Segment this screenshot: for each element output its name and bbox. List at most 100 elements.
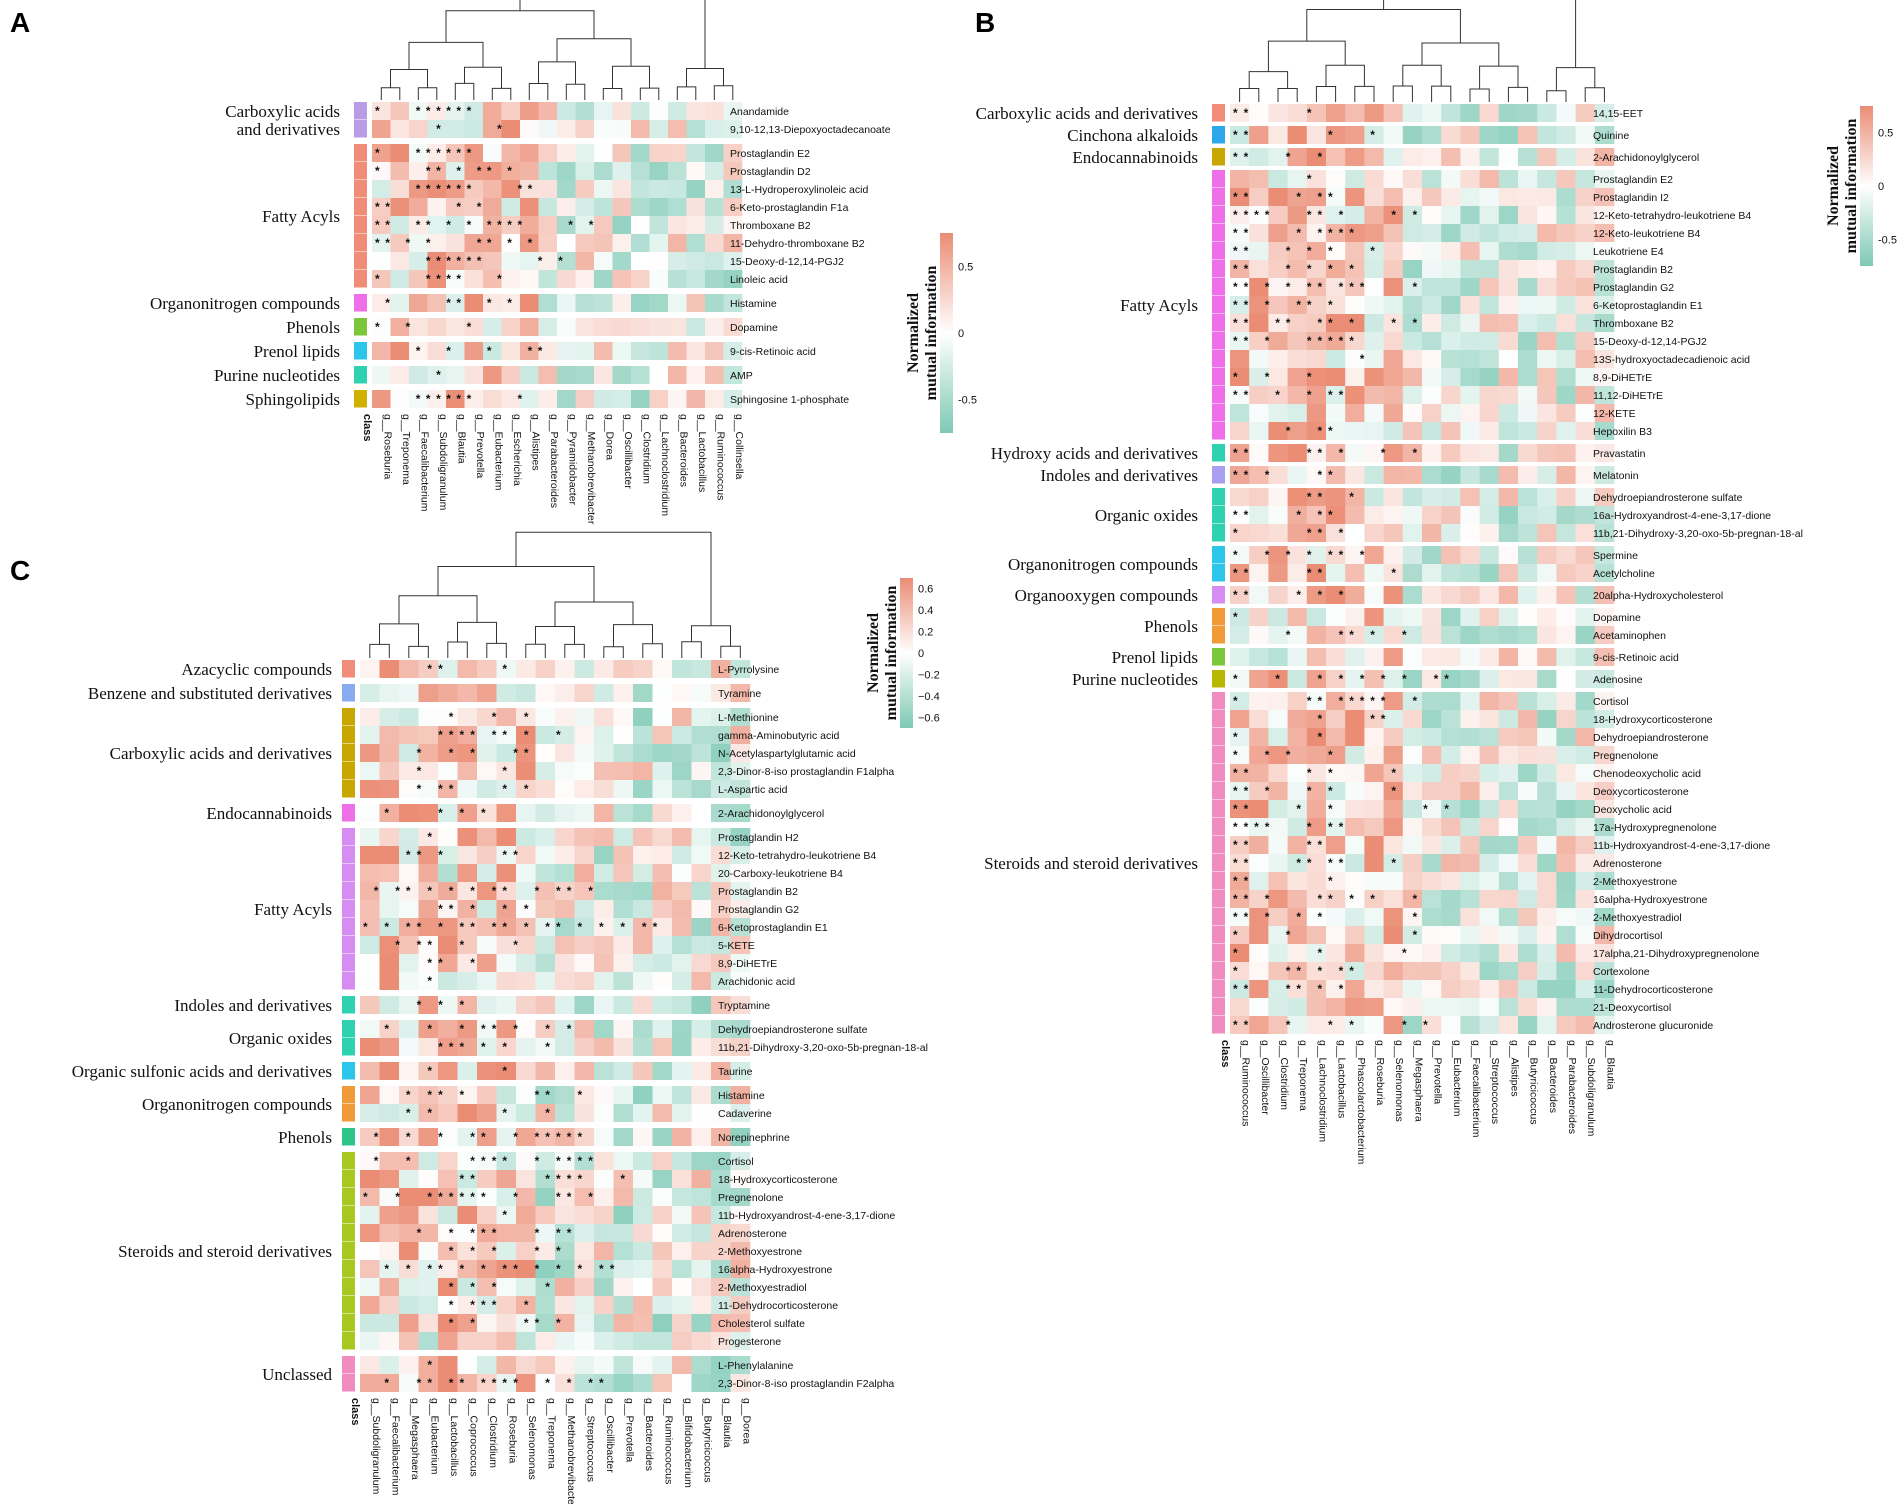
heatmap-cell (496, 1128, 517, 1146)
heatmap-cell (535, 1314, 556, 1332)
heatmap-cell (1268, 782, 1288, 800)
heatmap-cell (633, 1086, 653, 1104)
class-annotation-cell (342, 1170, 355, 1188)
heatmap-cell (1575, 692, 1596, 710)
heatmap-cell (1594, 626, 1615, 644)
heatmap-cell (1460, 890, 1480, 908)
significance-star: * (1339, 334, 1344, 348)
heatmap-cell (538, 144, 558, 162)
heatmap-cell (1402, 170, 1423, 188)
significance-star: * (446, 146, 451, 160)
heatmap-cell (1326, 648, 1346, 666)
heatmap-cell (464, 366, 484, 384)
heatmap-cell (390, 366, 410, 384)
heatmap-cell (575, 270, 595, 288)
heatmap-cell (1441, 188, 1461, 206)
significance-star: * (1307, 208, 1312, 222)
heatmap-cell (652, 1278, 673, 1296)
metabolite-label: Cholesterol sulfate (718, 1318, 805, 1330)
heatmap-cell (686, 294, 706, 312)
significance-star: * (1402, 1018, 1407, 1032)
heatmap-cell (457, 1278, 478, 1296)
heatmap-cell (477, 1296, 497, 1314)
heatmap-cell (711, 996, 731, 1014)
heatmap-cell (672, 1206, 692, 1224)
significance-star: * (1349, 628, 1354, 642)
dendrogram-branch (369, 643, 390, 658)
metabolite-label: Spermine (1593, 550, 1638, 562)
heatmap-cell (711, 846, 731, 864)
heatmap-cell (1518, 782, 1538, 800)
heatmap-cell (446, 318, 465, 336)
heatmap-cell (1230, 1016, 1250, 1034)
heatmap-cell (409, 120, 428, 138)
class-axis-label: class (361, 414, 373, 442)
heatmap-cell (1249, 126, 1269, 144)
genus-column-label: g__Oscillibacter (1259, 1040, 1271, 1115)
significance-star: * (1307, 172, 1312, 186)
heatmap-cell (1364, 710, 1384, 728)
heatmap-cell (360, 1128, 380, 1146)
heatmap-cell (1287, 206, 1308, 224)
significance-star: * (1307, 334, 1312, 348)
significance-star: * (518, 218, 523, 232)
heatmap-cell (1518, 296, 1538, 314)
significance-star: * (438, 920, 443, 934)
heatmap-cell (1383, 206, 1404, 224)
heatmap-cell (1268, 908, 1288, 926)
metabolite-label: 16a-Hydroxyandrost-4-ene-3,17-dione (1593, 510, 1771, 522)
heatmap-cell (1594, 296, 1615, 314)
heatmap-cell (1287, 728, 1308, 746)
dendrogram-branch (1555, 67, 1596, 91)
heatmap-cell (1306, 260, 1327, 278)
heatmap-cell (1326, 506, 1346, 524)
heatmap-cell (672, 1104, 692, 1122)
heatmap-cell (1498, 836, 1519, 854)
heatmap-cell (730, 996, 751, 1014)
significance-star: * (535, 1226, 540, 1240)
heatmap-cell (379, 882, 400, 900)
heatmap-cell (691, 882, 712, 900)
heatmap-cell (1345, 908, 1365, 926)
heatmap-cell (1345, 444, 1365, 462)
heatmap-cell (691, 804, 712, 822)
significance-star: * (384, 1376, 389, 1390)
significance-star: * (1233, 946, 1238, 960)
heatmap-cell (372, 216, 391, 234)
heatmap-cell (1479, 524, 1500, 542)
heatmap-cell (691, 1296, 712, 1314)
heatmap-cell (594, 1242, 614, 1260)
heatmap-cell (574, 1152, 595, 1170)
class-annotation-cell (354, 318, 367, 336)
heatmap-cell (1268, 836, 1288, 854)
heatmap-cell (1326, 148, 1346, 166)
metabolite-label: Prostaglandin G2 (1593, 282, 1674, 294)
heatmap-cell (1345, 692, 1365, 710)
genus-column-label: g__Clostridium (487, 1398, 499, 1468)
heatmap-cell (1383, 466, 1404, 484)
heatmap-cell (1306, 350, 1327, 368)
heatmap-cell (691, 1152, 712, 1170)
heatmap-cell (496, 936, 517, 954)
heatmap-cell (1537, 962, 1557, 980)
heatmap-cell (1402, 818, 1423, 836)
heatmap-cell (379, 1152, 400, 1170)
heatmap-cell (1230, 224, 1250, 242)
heatmap-cell (723, 216, 743, 234)
heatmap-cell (520, 234, 539, 252)
heatmap-cell (555, 1260, 575, 1278)
heatmap-cell (496, 1296, 517, 1314)
heatmap-cell (1230, 626, 1250, 644)
heatmap-cell (557, 144, 576, 162)
class-axis-label: class (349, 1398, 361, 1426)
significance-star: * (545, 1376, 550, 1390)
class-group-label: and derivatives (237, 120, 340, 139)
heatmap-cell (574, 1104, 595, 1122)
heatmap-cell (1575, 728, 1596, 746)
heatmap-cell (477, 780, 497, 798)
heatmap-cell (438, 804, 458, 822)
heatmap-cell (691, 1170, 712, 1188)
heatmap-cell (711, 1152, 731, 1170)
heatmap-cell (652, 1104, 673, 1122)
heatmap-cell (477, 684, 497, 702)
